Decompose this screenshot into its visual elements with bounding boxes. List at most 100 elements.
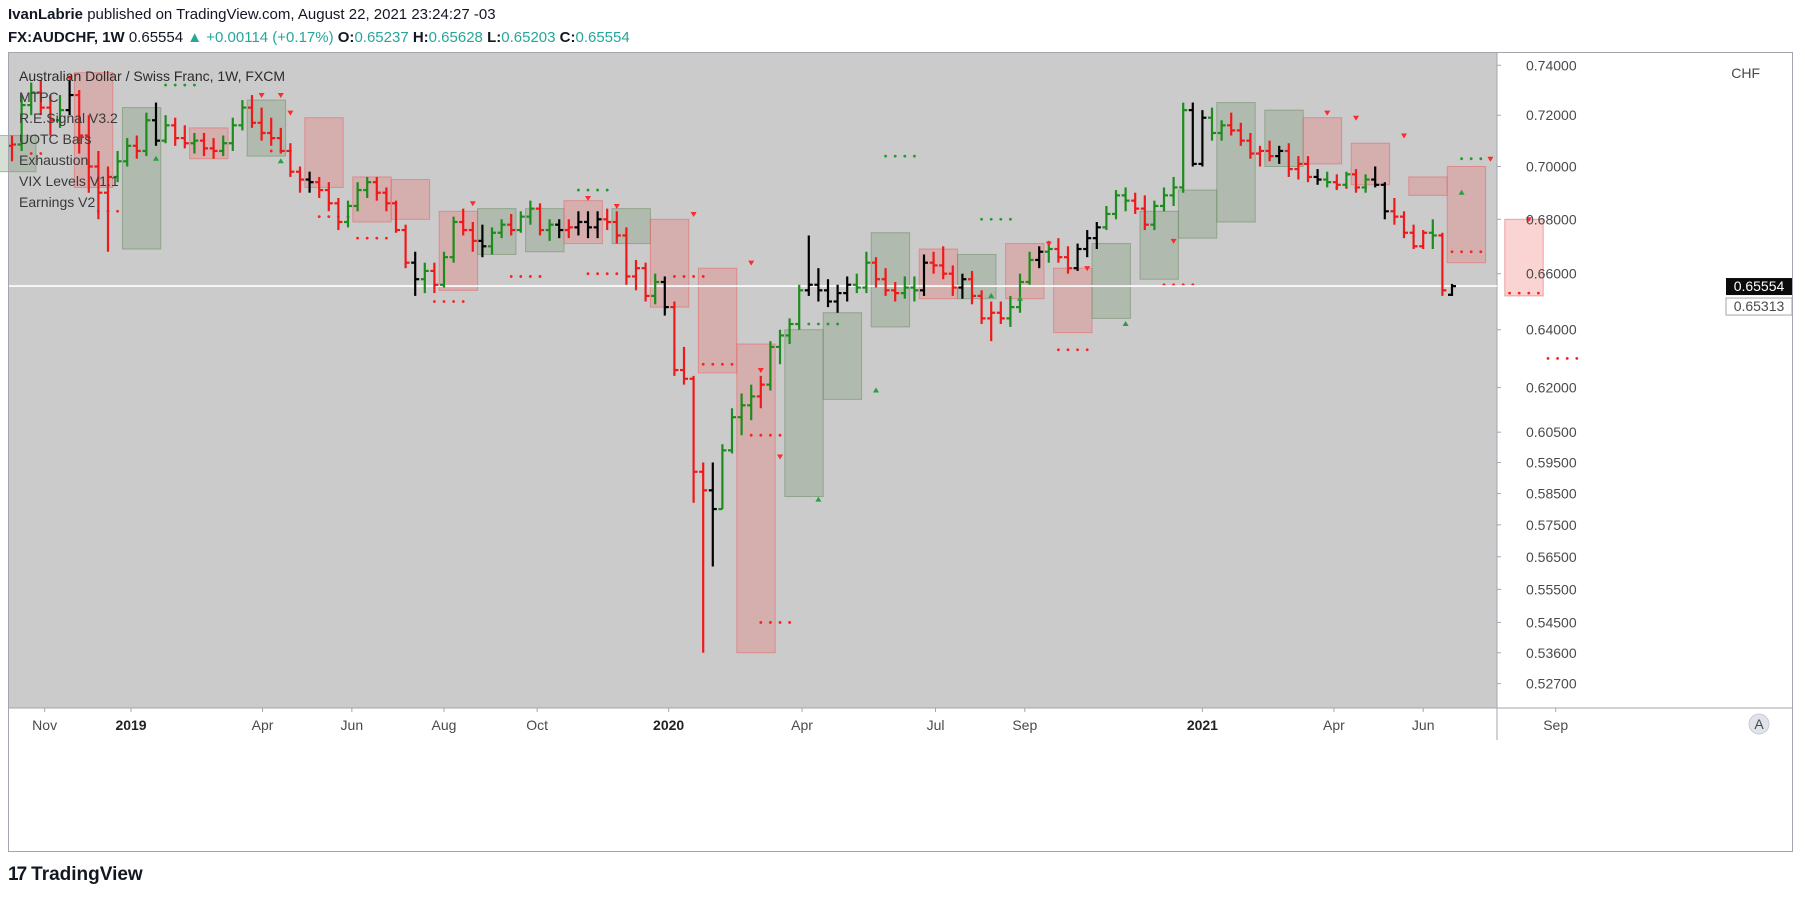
ohlc-bar bbox=[1140, 195, 1149, 231]
x-tick-label: Oct bbox=[526, 717, 548, 733]
y-tick-label: 0.62000 bbox=[1526, 380, 1577, 396]
ohlc-bar bbox=[948, 265, 957, 296]
level-dot bbox=[673, 275, 676, 278]
legend-item-exhaustion[interactable]: Exhaustion bbox=[19, 152, 89, 168]
level-dot bbox=[596, 188, 599, 192]
ohlc-bar bbox=[344, 200, 352, 228]
ohlc-bar bbox=[209, 138, 218, 159]
ohlc-bar bbox=[564, 219, 573, 239]
auto-scale-circle bbox=[1748, 713, 1770, 735]
ohlc-bar bbox=[1236, 122, 1245, 146]
signal-box bbox=[1504, 218, 1544, 297]
ohlc-bar bbox=[36, 80, 45, 116]
level-dot bbox=[1085, 348, 1089, 352]
x-tick-label: 2021 bbox=[1187, 717, 1218, 733]
author-name[interactable]: IvanLabrie bbox=[8, 6, 84, 23]
signal-triangle bbox=[1458, 189, 1465, 195]
level-dot bbox=[1517, 291, 1521, 295]
level-dot bbox=[365, 236, 369, 240]
level-dot bbox=[605, 272, 609, 276]
ohlc-bar bbox=[228, 117, 237, 151]
legend-item-uotc-bars[interactable]: UOTC Bars bbox=[19, 131, 92, 147]
ohlc-bar bbox=[833, 284, 842, 313]
ohlc-bar bbox=[1064, 246, 1072, 274]
x-tick-label: 2019 bbox=[115, 717, 146, 733]
legend-item-vix-levels[interactable]: VIX Levels V1.1 bbox=[19, 173, 119, 189]
ohlc-bar bbox=[1448, 283, 1456, 296]
quote-line: FX:AUDCHF, 1W 0.65554 ▲ +0.00114 (+0.17%… bbox=[8, 29, 630, 46]
signal-box bbox=[1446, 165, 1487, 264]
level-dot bbox=[692, 275, 695, 278]
level-dot bbox=[788, 621, 791, 624]
change-value: ▲ +0.00114 (+0.17%) bbox=[187, 29, 334, 46]
y-tick-label: 0.70000 bbox=[1526, 158, 1577, 174]
ohlc-bar bbox=[190, 132, 199, 154]
x-tick-label: Sep bbox=[1012, 717, 1037, 733]
level-dot bbox=[836, 322, 839, 326]
ohlc-bar bbox=[276, 127, 285, 154]
ohlc-bar bbox=[84, 115, 93, 193]
indicator-legend: Australian Dollar / Swiss Franc, 1W, FXC… bbox=[19, 66, 285, 213]
ohlc-bar bbox=[1371, 166, 1380, 188]
legend-item-mtpc[interactable]: MTPC bbox=[19, 89, 59, 105]
signal-box bbox=[390, 179, 431, 220]
signal-triangle bbox=[277, 93, 284, 99]
ohlc-bar bbox=[142, 112, 151, 157]
ohlc-bar bbox=[497, 219, 506, 239]
level-dot bbox=[759, 433, 763, 437]
y-tick-label: 0.55500 bbox=[1526, 581, 1577, 597]
y-tick-label: 0.66000 bbox=[1526, 266, 1577, 282]
ohlc-bar bbox=[488, 227, 496, 255]
level-dot bbox=[701, 362, 705, 366]
legend-item-re-signal[interactable]: R.E.Signal V3.2 bbox=[19, 110, 118, 126]
tradingview-logo-icon: 17 bbox=[8, 864, 27, 885]
signal-triangle bbox=[153, 155, 159, 161]
level-dot bbox=[1575, 357, 1579, 360]
level-dot bbox=[1469, 157, 1473, 161]
signal-triangle bbox=[277, 158, 284, 164]
ohlc-bar bbox=[353, 182, 362, 212]
ohlc-bar bbox=[728, 408, 736, 454]
signal-triangle bbox=[1487, 156, 1494, 162]
x-tick-label: Nov bbox=[32, 717, 57, 733]
signal-box bbox=[1053, 267, 1093, 334]
ohlc-bar bbox=[1198, 110, 1207, 167]
y-tick-label: 0.54500 bbox=[1526, 614, 1577, 630]
signal-box bbox=[1177, 189, 1218, 239]
signal-triangle bbox=[287, 110, 294, 116]
ohlc-bar bbox=[17, 95, 26, 151]
ohlc-bar bbox=[929, 251, 938, 274]
level-dot bbox=[461, 300, 465, 303]
signal-triangle bbox=[815, 496, 822, 502]
auto-scale-button[interactable]: A bbox=[1748, 713, 1770, 735]
level-dot bbox=[730, 362, 734, 366]
ohlc-bar bbox=[987, 301, 996, 342]
chart-frame bbox=[8, 52, 1793, 852]
x-tick-label: Apr bbox=[252, 717, 274, 733]
tradingview-brand[interactable]: 17 TradingView bbox=[8, 864, 143, 886]
signal-triangle bbox=[777, 454, 783, 460]
level-dot bbox=[884, 154, 887, 158]
level-dot bbox=[1537, 291, 1540, 295]
ohlc-bar bbox=[1342, 171, 1351, 188]
open-label: O: bbox=[337, 29, 355, 46]
ohlc-bar bbox=[881, 268, 890, 296]
y-tick-label: 0.52700 bbox=[1526, 676, 1577, 692]
signal-triangle bbox=[1324, 110, 1331, 116]
ohlc-bar bbox=[843, 276, 852, 302]
ohlc-bar bbox=[411, 251, 420, 296]
ohlc-bar bbox=[689, 375, 698, 503]
open-value: 0.65237 bbox=[354, 29, 409, 46]
ohlc-bar bbox=[1284, 143, 1293, 177]
y-tick-label: 0.56500 bbox=[1526, 549, 1577, 565]
level-dot bbox=[1527, 291, 1531, 295]
signal-triangle bbox=[988, 292, 995, 298]
level-dot bbox=[721, 362, 724, 366]
ohlc-bar bbox=[622, 227, 631, 285]
ohlc-bar bbox=[1083, 230, 1092, 258]
level-dot bbox=[1565, 357, 1569, 360]
ohlc-bar bbox=[977, 290, 986, 325]
signal-triangle bbox=[690, 211, 697, 217]
legend-item-earnings[interactable]: Earnings V2 bbox=[19, 194, 96, 210]
